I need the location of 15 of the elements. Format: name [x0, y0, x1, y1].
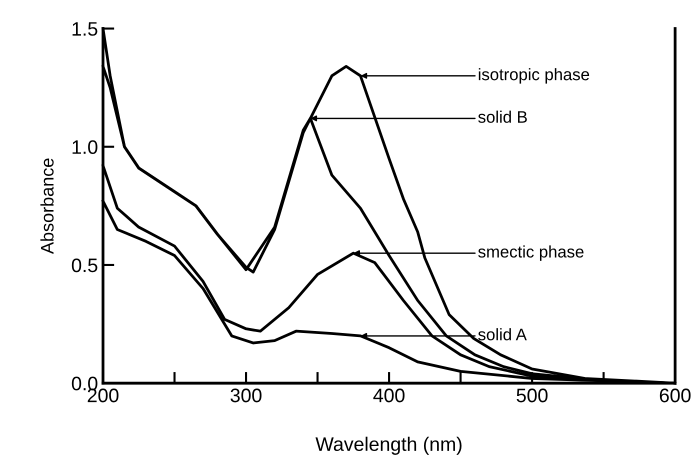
annotation: isotropic phase: [478, 68, 590, 84]
y-axis-title: Absorbance: [40, 158, 54, 254]
x-tick-label: 600: [660, 388, 691, 402]
annotation: solid A: [478, 328, 527, 340]
annotation: solid B: [478, 110, 527, 123]
x-tick-label: 300: [230, 388, 262, 402]
x-axis-title: Wavelength (nm): [315, 436, 462, 455]
x-tick-label: 500: [516, 388, 548, 402]
x-tick-label: 400: [373, 388, 405, 402]
y-tick-label: 1.5: [72, 22, 98, 36]
y-tick-label: 0.0: [72, 376, 98, 390]
x-tick-label: 200: [88, 388, 118, 402]
y-tick-label: 1.0: [72, 140, 98, 154]
annotation: smectic phase: [478, 245, 584, 261]
y-tick-label: 0.5: [72, 258, 98, 272]
